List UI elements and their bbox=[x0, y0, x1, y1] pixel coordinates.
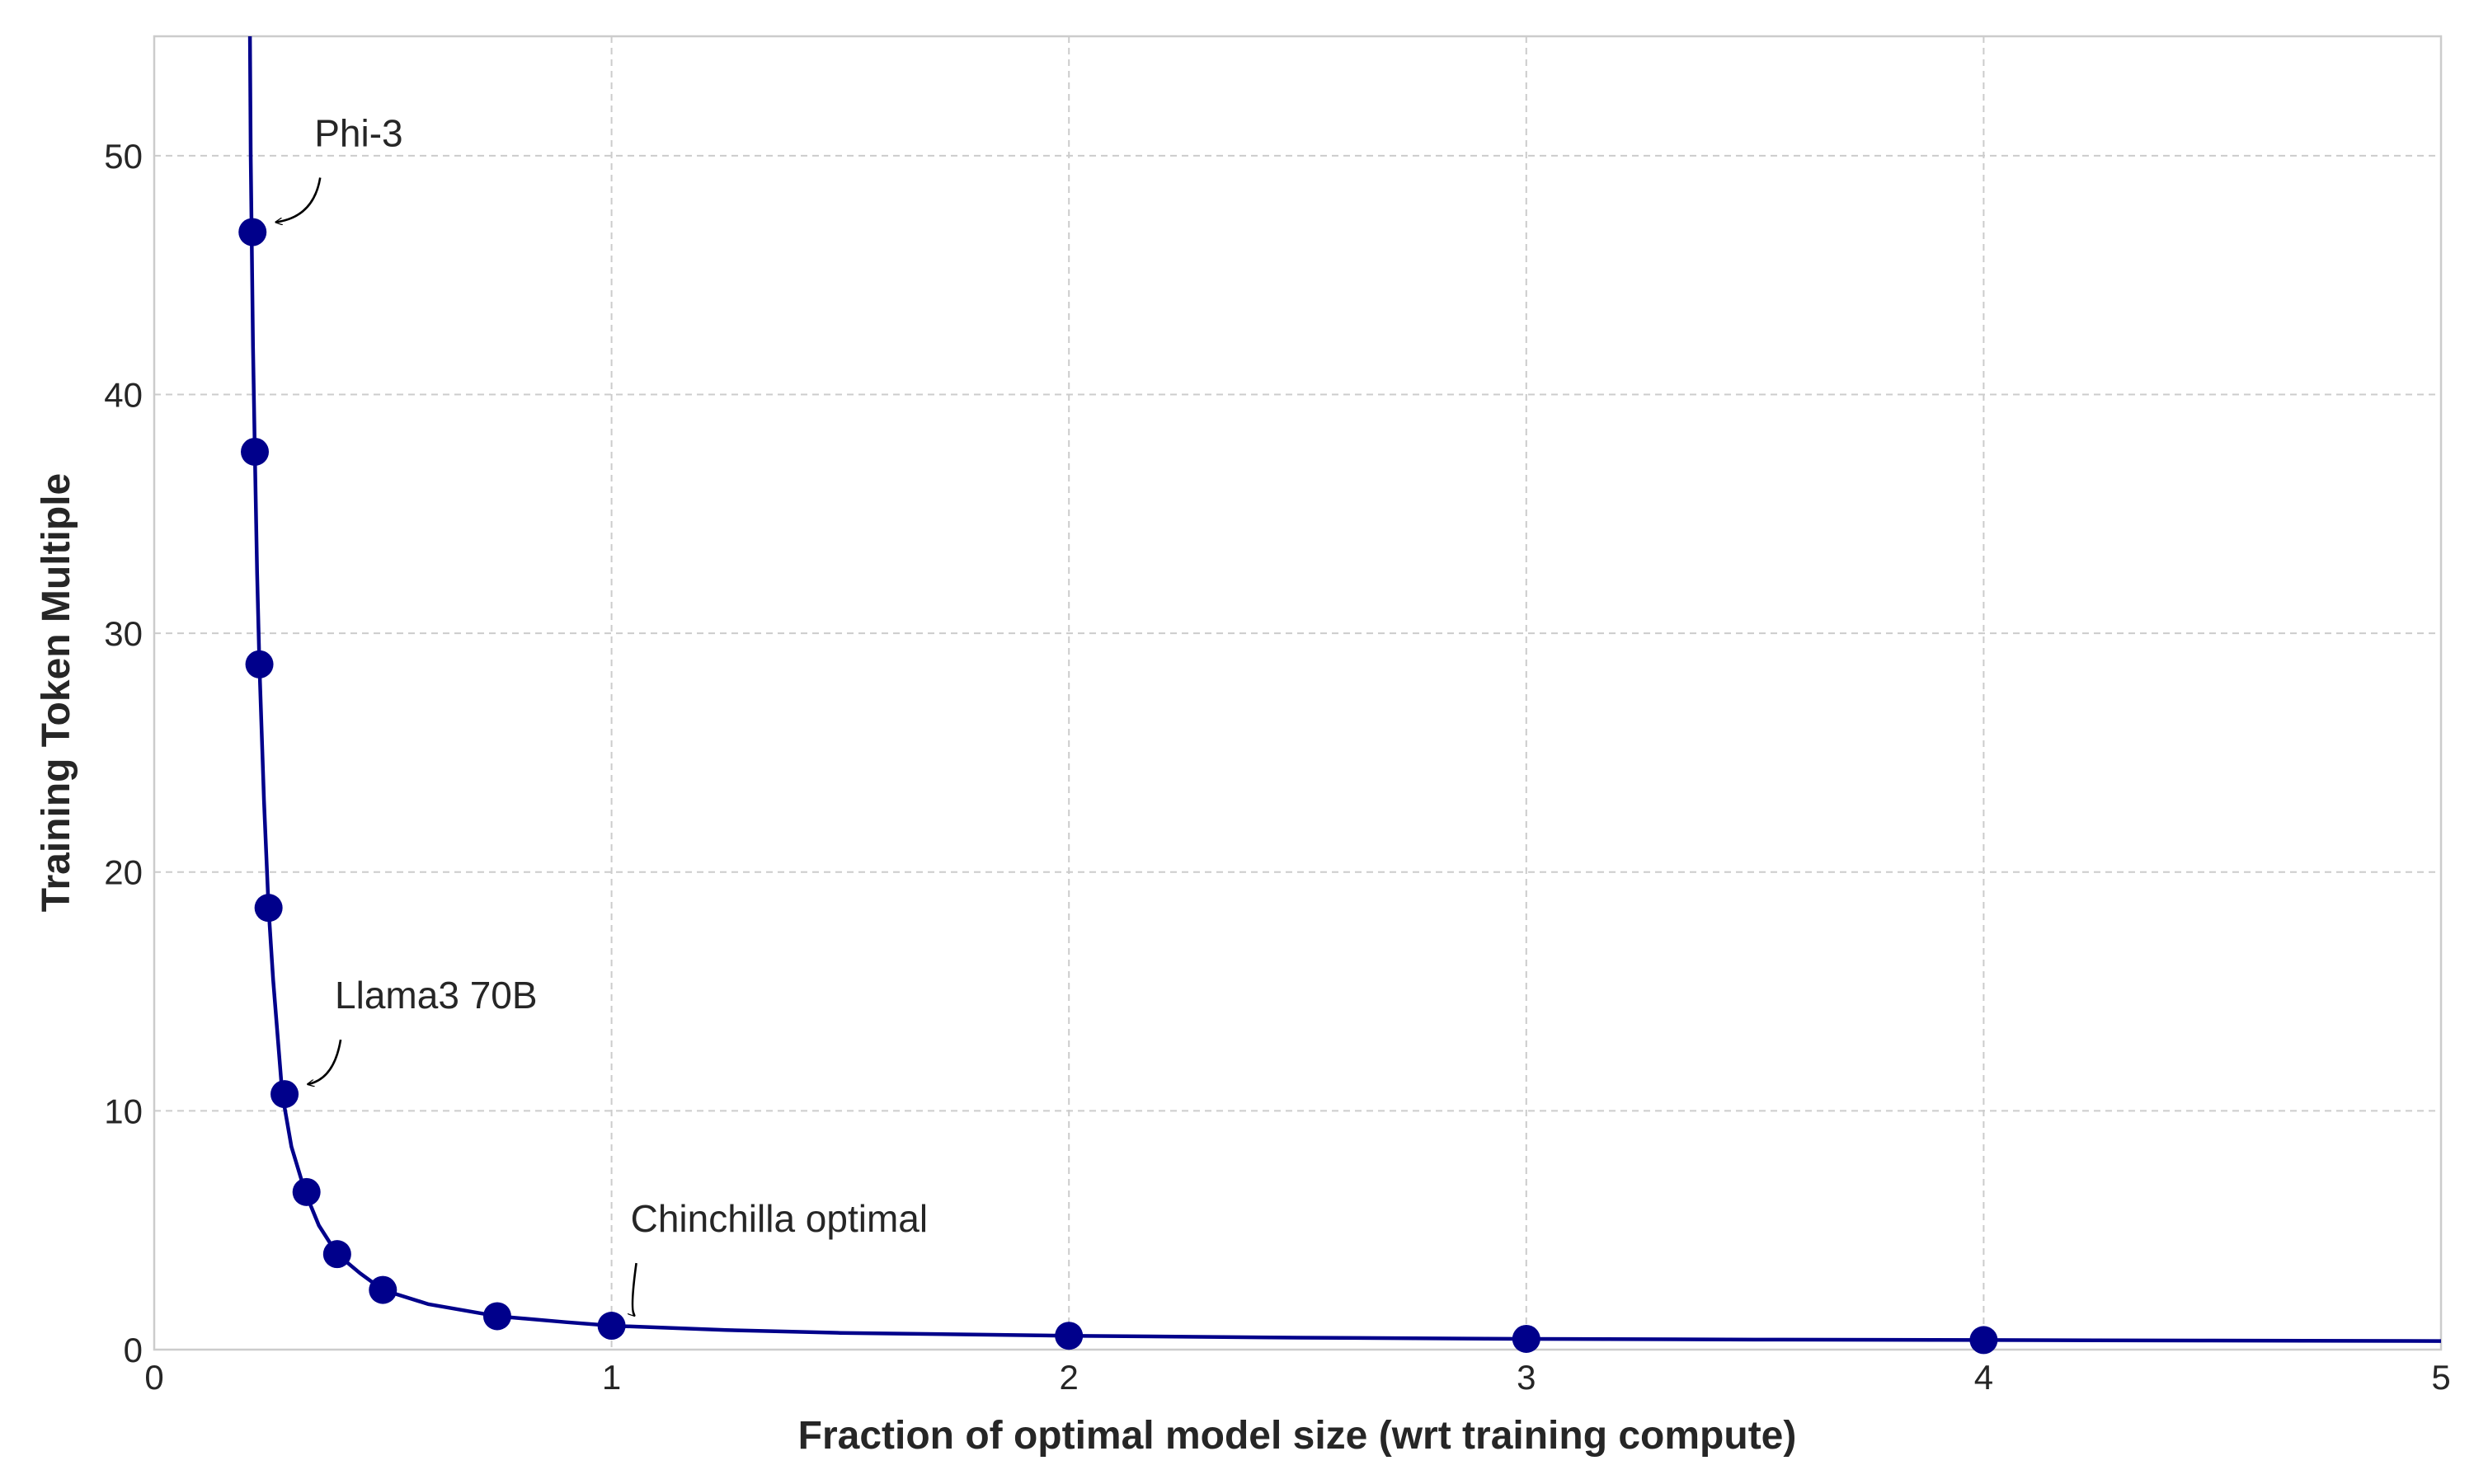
x-tick-label: 2 bbox=[1060, 1358, 1079, 1397]
plot-frame bbox=[153, 35, 2443, 1351]
plot-background bbox=[154, 36, 2441, 1350]
y-axis-ticks: 0 10 20 30 40 50 bbox=[104, 137, 143, 1369]
data-point bbox=[369, 1275, 397, 1304]
annotation-label: Llama3 70B bbox=[335, 974, 538, 1017]
data-point bbox=[254, 894, 283, 923]
data-point bbox=[245, 650, 274, 679]
data-point bbox=[241, 437, 270, 466]
data-point bbox=[1512, 1324, 1540, 1353]
x-axis-label: Fraction of optimal model size (wrt trai… bbox=[798, 1414, 1797, 1458]
data-point bbox=[482, 1302, 511, 1331]
x-axis-ticks: 0 1 2 3 4 5 bbox=[144, 1358, 2450, 1397]
annotation: Phi-3 bbox=[275, 112, 403, 223]
annotations: Phi-3 Llama3 70B Chinchilla optimal bbox=[275, 112, 928, 1317]
data-markers bbox=[238, 218, 1998, 1355]
data-point bbox=[1969, 1326, 1998, 1355]
annotation: Llama3 70B bbox=[308, 974, 538, 1084]
annotation-arrow bbox=[275, 177, 322, 223]
data-point bbox=[238, 218, 267, 247]
x-tick-label: 5 bbox=[2431, 1358, 2450, 1397]
y-tick-label: 20 bbox=[104, 853, 143, 892]
grid bbox=[154, 36, 2441, 1350]
data-point bbox=[292, 1177, 321, 1206]
y-tick-label: 40 bbox=[104, 375, 143, 414]
data-point bbox=[322, 1240, 351, 1269]
y-tick-label: 0 bbox=[124, 1331, 143, 1369]
y-tick-label: 50 bbox=[104, 137, 143, 176]
y-axis-label: Training Token Multiple bbox=[35, 473, 78, 912]
y-tick-label: 10 bbox=[104, 1092, 143, 1130]
x-tick-label: 4 bbox=[1974, 1358, 1993, 1397]
annotation-arrow bbox=[308, 1039, 342, 1084]
y-tick-label: 30 bbox=[104, 614, 143, 653]
data-point bbox=[1055, 1322, 1084, 1350]
annotation-label: Phi-3 bbox=[314, 112, 402, 155]
data-point bbox=[270, 1080, 299, 1109]
annotation: Chinchilla optimal bbox=[631, 1197, 929, 1316]
x-tick-label: 1 bbox=[602, 1358, 621, 1397]
annotation-arrow bbox=[633, 1262, 637, 1316]
annotation-label: Chinchilla optimal bbox=[631, 1197, 929, 1240]
x-tick-label: 0 bbox=[144, 1358, 163, 1397]
data-point bbox=[597, 1312, 626, 1341]
x-tick-label: 3 bbox=[1517, 1358, 1536, 1397]
